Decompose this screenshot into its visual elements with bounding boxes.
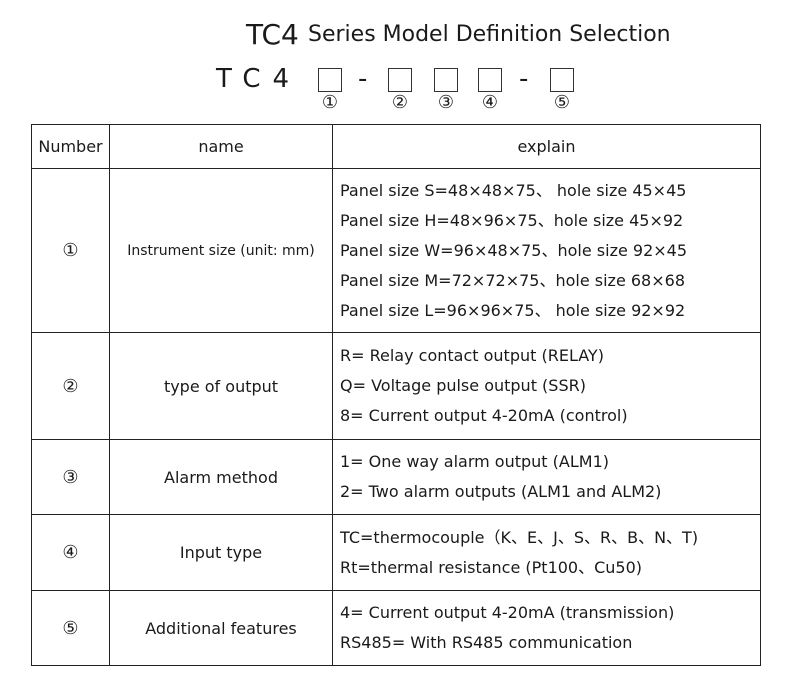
row-name: Input type [109, 514, 333, 591]
row-name: Alarm method [109, 439, 333, 515]
explain-line: Panel size W=96×48×75、hole size 92×45 [340, 240, 688, 260]
explain-line: Panel size H=48×96×75、hole size 45×92 [340, 210, 684, 230]
separator: - [358, 64, 368, 94]
explain-line: Panel size L=96×96×75、 hole size 92×92 [340, 300, 686, 320]
explain-line: Rt=thermal resistance (Pt100、Cu50) [340, 557, 643, 577]
row-explain: 4= Current output 4-20mA (transmission) R… [332, 590, 761, 666]
title-prefix: TC4 [246, 18, 299, 51]
header-row: Number name explain [31, 124, 761, 169]
slot-box [478, 68, 502, 92]
explain-line: 2= Two alarm outputs (ALM1 and ALM2) [340, 482, 662, 501]
slot-label: ② [391, 92, 409, 113]
row-explain: Panel size S=48×48×75、 hole size 45×45 Pa… [332, 168, 761, 333]
slot-box [434, 68, 458, 92]
model-code-prefix: TC4 [216, 64, 302, 94]
table-row: ② type of output R= Relay contact output (… [31, 332, 761, 440]
row-explain: TC=thermocouple（K、E、J、S、R、B、N、T) Rt=therm… [332, 514, 761, 591]
table-row: ③ Alarm method 1= One way alarm output (AL… [31, 439, 761, 515]
slot-box [318, 68, 342, 92]
explain-line: Panel size M=72×72×75、hole size 68×68 [340, 270, 686, 290]
table-body: ① Instrument size (unit: mm) Panel size S=… [31, 168, 761, 666]
separator: - [519, 64, 529, 94]
row-explain: R= Relay contact output (RELAY) Q= Voltag… [332, 332, 761, 440]
explain-line: 8= Current output 4-20mA (control) [340, 406, 628, 425]
slot-label: ④ [481, 92, 499, 113]
row-number: ⑤ [31, 590, 110, 666]
explain-line: 1= One way alarm output (ALM1) [340, 452, 609, 471]
table-row: ⑤ Additional features 4= Current output 4-… [31, 590, 761, 666]
column-header: name [109, 124, 333, 169]
slot-box [388, 68, 412, 92]
explain-line: 4= Current output 4-20mA (transmission) [340, 603, 675, 622]
column-header: explain [332, 124, 761, 169]
explain-line: RS485= With RS485 communication [340, 633, 633, 652]
row-name: type of output [109, 332, 333, 440]
row-number: ① [31, 168, 110, 333]
slot-label: ③ [437, 92, 455, 113]
slot-label: ① [321, 92, 339, 113]
explain-line: Q= Voltage pulse output (SSR) [340, 376, 586, 395]
explain-line: R= Relay contact output (RELAY) [340, 346, 604, 365]
table-row: ④ Input type TC=thermocouple（K、E、J、S、R、B、N… [31, 514, 761, 591]
row-explain: 1= One way alarm output (ALM1) 2= Two ala… [332, 439, 761, 515]
row-number: ③ [31, 439, 110, 515]
row-name: Additional features [109, 590, 333, 666]
explain-line: Panel size S=48×48×75、 hole size 45×45 [340, 180, 687, 200]
row-name: Instrument size (unit: mm) [109, 168, 333, 333]
row-number: ④ [31, 514, 110, 591]
table-row: ① Instrument size (unit: mm) Panel size S=… [31, 168, 761, 333]
title: Series Model Definition Selection [308, 22, 671, 47]
definition-table: Number name explain ① Instrument size (un… [31, 124, 761, 666]
slot-label: ⑤ [553, 92, 571, 113]
slot-box [550, 68, 574, 92]
row-number: ② [31, 332, 110, 440]
explain-line: TC=thermocouple（K、E、J、S、R、B、N、T) [340, 527, 699, 547]
column-header: Number [31, 124, 110, 169]
